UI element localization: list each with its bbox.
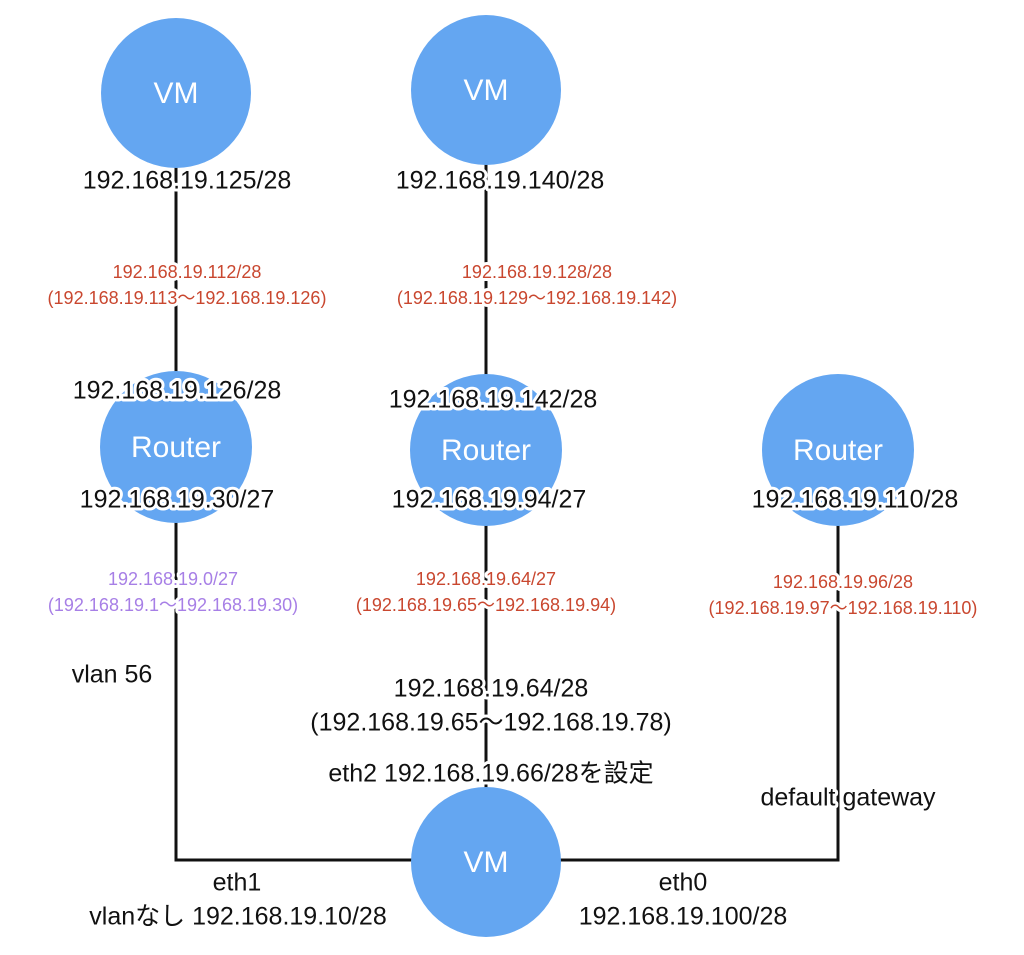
- node-label: VM: [154, 77, 199, 110]
- nodes: VM VM Router Router Router VM: [100, 15, 914, 937]
- subnet-range: (192.168.19.129〜192.168.19.142): [397, 288, 677, 308]
- ip-label: 192.168.19.126/28: [73, 377, 282, 405]
- vm-node: [411, 15, 561, 165]
- vlan-label: vlan 56: [72, 661, 153, 689]
- link: [486, 450, 840, 862]
- subnet-network: 192.168.19.0/27: [108, 569, 238, 589]
- subnet-network: 192.168.19.128/28: [462, 262, 612, 282]
- eth2-label: eth2 192.168.19.66/28を設定: [328, 760, 653, 788]
- ip-label: 192.168.19.94/27: [392, 486, 587, 514]
- ip-label: 192.168.19.140/28: [396, 167, 605, 195]
- router-node: [100, 371, 252, 523]
- node-label: VM: [464, 74, 509, 107]
- ip-label: 192.168.19.110/28: [752, 486, 959, 514]
- subnet-network: 192.168.19.64/27: [416, 569, 556, 589]
- eth1-label: eth1: [213, 869, 262, 897]
- notes: vlan 56 192.168.19.64/28 (192.168.19.65〜…: [69, 658, 939, 934]
- interface-labels: 192.168.19.125/28 192.168.19.140/28 192.…: [70, 164, 962, 517]
- ip-label: 192.168.19.142/28: [389, 386, 598, 414]
- eth2-network: 192.168.19.64/28: [394, 675, 589, 703]
- router-node: [762, 374, 914, 526]
- subnet-network: 192.168.19.96/28: [773, 572, 913, 592]
- subnet-range: (192.168.19.113〜192.168.19.126): [48, 288, 327, 308]
- gateway-label: default gateway: [760, 784, 936, 812]
- ip-label: 192.168.19.125/28: [83, 167, 292, 195]
- eth0-address: 192.168.19.100/28: [579, 903, 788, 931]
- ip-label: 192.168.19.30/27: [80, 486, 275, 514]
- link: [174, 447, 486, 862]
- subnet-network: 192.168.19.112/28: [113, 262, 262, 282]
- subnet-range: (192.168.19.65〜192.168.19.94): [356, 595, 616, 615]
- eth1-address: vlanなし 192.168.19.10/28: [89, 903, 386, 931]
- subnet-labels: 192.168.19.112/28 (192.168.19.113〜192.16…: [45, 259, 981, 621]
- node-label: Router: [793, 434, 883, 467]
- node-label: Router: [131, 431, 221, 464]
- subnet-range: (192.168.19.97〜192.168.19.110): [709, 598, 978, 618]
- eth0-label: eth0: [659, 869, 708, 897]
- router-node: [410, 374, 562, 526]
- vm-node: [411, 787, 561, 937]
- vm-node: [101, 18, 251, 168]
- node-label: Router: [441, 434, 531, 467]
- eth2-range: (192.168.19.65〜192.168.19.78): [310, 709, 671, 737]
- subnet-range: (192.168.19.1〜192.168.19.30): [48, 595, 298, 615]
- node-label: VM: [464, 846, 509, 879]
